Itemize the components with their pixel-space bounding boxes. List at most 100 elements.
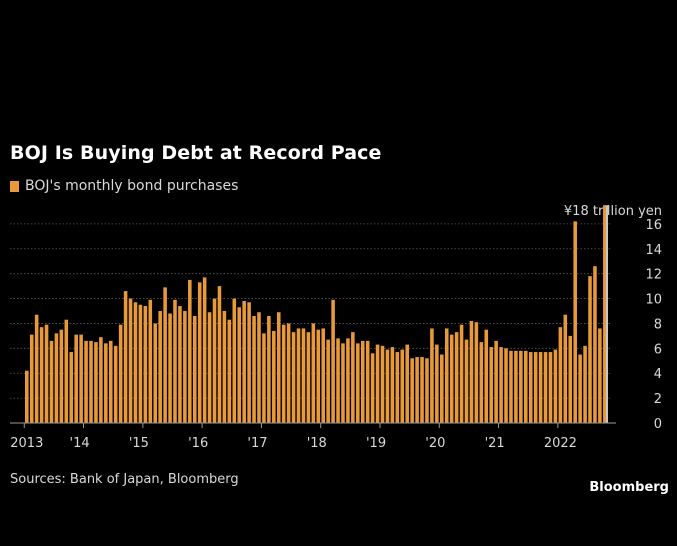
bar — [252, 315, 256, 423]
bar — [395, 352, 400, 423]
y-tick-label: 4 — [654, 367, 662, 382]
bar — [267, 315, 271, 423]
bar — [84, 340, 88, 423]
bar — [425, 358, 429, 423]
bar — [178, 306, 182, 423]
bar — [543, 352, 548, 423]
bar — [217, 286, 222, 423]
bar — [489, 347, 493, 423]
bar — [375, 344, 380, 423]
bar — [420, 357, 424, 423]
bar — [603, 205, 607, 423]
x-tick-label: '16 — [188, 436, 208, 451]
chart-title: BOJ Is Buying Debt at Record Pace — [10, 142, 382, 164]
bar — [435, 344, 439, 423]
bar — [588, 276, 592, 423]
x-tick-label: '17 — [247, 436, 267, 451]
bar — [163, 287, 167, 423]
bar — [158, 311, 162, 423]
bar — [341, 343, 345, 423]
legend-swatch — [10, 180, 19, 192]
bar — [469, 320, 474, 423]
y-tick-label: 12 — [645, 268, 662, 283]
bar — [153, 323, 158, 423]
bar — [104, 343, 108, 423]
bar — [148, 299, 153, 423]
bar — [54, 333, 59, 423]
x-tick-label: '19 — [366, 436, 386, 451]
brand-logo: Bloomberg — [589, 480, 669, 495]
x-tick-label: 2022 — [544, 436, 577, 451]
bar — [49, 340, 54, 423]
bar — [494, 340, 498, 423]
x-tick-label: '14 — [70, 436, 90, 451]
bar — [25, 370, 29, 423]
bar-chart: 0 2 4 6 8 10 12 14 16¥18 trillion yen 2013 '14 '15 '… — [10, 204, 662, 451]
bar — [380, 345, 385, 423]
y-tick-label: 10 — [645, 293, 662, 308]
bar — [346, 338, 350, 423]
bar — [553, 349, 558, 423]
source-note: Sources: Bank of Japan, Bloomberg — [10, 472, 239, 487]
bar — [598, 328, 602, 423]
bar — [183, 311, 187, 423]
bar — [583, 345, 587, 423]
bar — [128, 298, 133, 423]
bar — [138, 304, 143, 423]
bar — [390, 347, 395, 423]
bar — [316, 329, 321, 423]
bar — [449, 334, 454, 423]
bar — [504, 348, 508, 423]
bar — [192, 315, 197, 423]
bar — [365, 340, 370, 423]
bar — [207, 312, 212, 423]
y-tick-label: 14 — [645, 243, 662, 258]
bar — [286, 323, 291, 423]
bar — [509, 350, 513, 423]
bar — [64, 319, 69, 423]
bar — [331, 299, 335, 423]
y-tick-label: 2 — [654, 392, 662, 407]
bar — [440, 354, 444, 423]
bar — [212, 298, 217, 423]
y-tick-label: 16 — [645, 218, 662, 233]
bar — [281, 324, 286, 423]
bar — [499, 347, 503, 423]
bar — [484, 329, 489, 423]
bar — [227, 319, 232, 423]
bar — [321, 328, 325, 423]
bar — [563, 314, 568, 423]
x-tick-label: '21 — [485, 436, 505, 451]
bar — [197, 282, 202, 423]
bar — [593, 266, 597, 423]
bar — [257, 312, 261, 423]
bar — [237, 307, 242, 423]
bar — [89, 340, 93, 423]
bar — [573, 221, 577, 423]
bar — [44, 324, 49, 423]
bar — [405, 344, 409, 423]
bar — [514, 350, 518, 423]
bar — [410, 358, 414, 423]
bar — [291, 332, 296, 423]
bar — [69, 352, 74, 423]
bar — [34, 314, 39, 423]
bar — [568, 335, 573, 423]
bar — [94, 342, 98, 423]
bar — [74, 334, 78, 423]
bar — [336, 338, 340, 423]
bar — [370, 353, 375, 423]
bar — [202, 277, 207, 423]
y-tick-label: 0 — [654, 417, 662, 432]
bar — [99, 337, 103, 423]
bar — [326, 339, 330, 423]
y-tick-label: 8 — [654, 317, 662, 332]
bar — [133, 302, 138, 423]
unit-label: ¥18 trillion yen — [564, 204, 662, 219]
bar — [524, 350, 528, 423]
bar — [247, 302, 251, 423]
bar — [301, 328, 306, 423]
bar — [479, 342, 484, 423]
x-tick-label: '18 — [307, 436, 327, 451]
legend: BOJ's monthly bond purchases — [10, 178, 238, 194]
